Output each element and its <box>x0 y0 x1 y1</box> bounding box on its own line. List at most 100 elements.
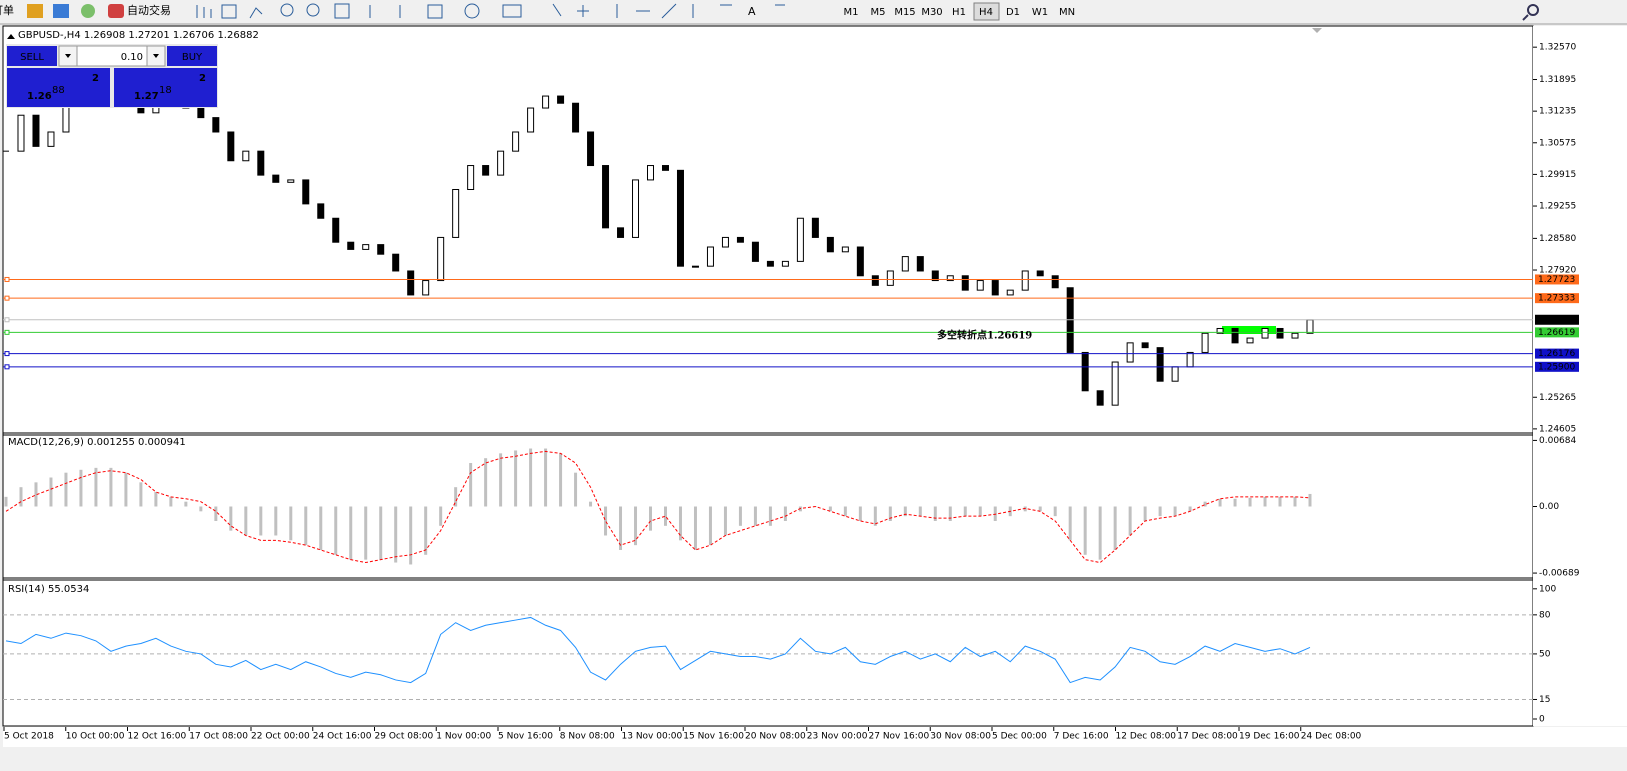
macd-bar <box>963 506 967 517</box>
buy-label[interactable]: BUY <box>182 52 203 63</box>
order-button[interactable]: 订单 <box>0 4 14 17</box>
macd-bar <box>1218 498 1222 507</box>
bid-big[interactable]: 1.26 <box>27 91 52 102</box>
bid-sup[interactable]: 2 <box>92 73 99 84</box>
icon[interactable] <box>334 3 350 19</box>
rsi-header: RSI(14) 55.0534 <box>8 584 89 595</box>
candle <box>317 203 325 219</box>
lot-arrow-icon <box>65 54 71 58</box>
level-label: 1.27723 <box>1538 275 1575 285</box>
chart-window <box>2 25 1534 727</box>
macd-bar <box>753 506 757 526</box>
text-tool[interactable]: A <box>748 5 756 18</box>
bid-box[interactable] <box>7 68 110 107</box>
annotation: 多空转折点1.26619 <box>937 329 1032 342</box>
candle <box>602 165 610 229</box>
candle <box>826 236 834 253</box>
macd-bar <box>1128 506 1132 536</box>
ask-sup[interactable]: 2 <box>199 73 206 84</box>
timeframe-button[interactable]: M15 <box>894 7 915 18</box>
candle <box>512 131 520 152</box>
timeframe-button[interactable]: M30 <box>921 7 942 18</box>
y-tick-label: 100 <box>1539 584 1556 594</box>
macd-bar <box>843 506 847 517</box>
candle <box>392 253 400 272</box>
candle <box>1126 342 1134 363</box>
x-tick-label: 5 Oct 2018 <box>4 732 54 742</box>
timeframe-button[interactable]: D1 <box>1006 7 1020 18</box>
candle <box>1186 351 1194 368</box>
icon[interactable] <box>552 3 785 19</box>
icon[interactable] <box>53 4 69 18</box>
timeframe-button[interactable]: W1 <box>1032 7 1048 18</box>
search-icon[interactable] <box>1522 14 1529 21</box>
ask-box[interactable] <box>114 68 217 107</box>
buy-button[interactable] <box>167 46 217 66</box>
bid-main[interactable]: 88 <box>52 85 65 96</box>
icon[interactable] <box>464 3 480 19</box>
candle <box>676 169 684 267</box>
x-tick-label: 19 Dec 16:00 <box>1239 732 1300 742</box>
macd-bar <box>619 506 623 550</box>
candle <box>197 107 205 119</box>
sell-label[interactable]: SELL <box>20 52 44 63</box>
ask-big[interactable]: 1.27 <box>134 91 159 102</box>
candle <box>736 236 744 243</box>
macd-bar <box>124 472 128 507</box>
candle <box>437 236 445 282</box>
candle <box>212 117 220 133</box>
macd-bar <box>304 506 308 546</box>
icon[interactable] <box>27 4 43 18</box>
macd-bar <box>1083 506 1087 555</box>
macd-bar <box>499 453 503 507</box>
auto-trade-icon[interactable] <box>108 4 124 18</box>
icon[interactable] <box>427 4 443 19</box>
icon[interactable] <box>502 4 522 18</box>
icon[interactable] <box>81 4 95 18</box>
candle <box>751 241 759 262</box>
macd-bar <box>439 506 443 526</box>
x-tick-label: 30 Nov 08:00 <box>930 732 991 742</box>
macd-bar <box>259 506 263 536</box>
search-icon[interactable] <box>1527 4 1539 16</box>
x-tick-label: 24 Dec 08:00 <box>1301 732 1362 742</box>
y-tick-label: 1.31235 <box>1539 107 1576 117</box>
level-label: 1.27333 <box>1538 294 1575 304</box>
macd-bar <box>918 506 922 517</box>
macd-bar <box>19 487 23 507</box>
icon[interactable] <box>280 3 294 17</box>
icon[interactable] <box>369 5 401 18</box>
candle <box>227 131 235 162</box>
auto-trade-button[interactable]: 自动交易 <box>127 3 171 17</box>
candle <box>1096 390 1104 406</box>
macd-bar <box>1098 506 1102 560</box>
lot-value[interactable]: 0.10 <box>121 52 143 63</box>
timeframe-button[interactable]: H1 <box>952 7 966 18</box>
timeframe-button[interactable]: M5 <box>871 7 886 18</box>
timeframe-button[interactable]: M1 <box>844 7 859 18</box>
timeframe-button[interactable]: H4 <box>979 7 993 18</box>
candle <box>362 244 370 250</box>
macd-bar <box>64 472 68 507</box>
icon[interactable] <box>306 3 320 17</box>
macd-bar <box>678 506 682 541</box>
timeframe-active[interactable] <box>973 2 1000 21</box>
macd-bar <box>1263 496 1267 507</box>
ask-main[interactable]: 18 <box>159 85 172 96</box>
candle <box>871 275 879 286</box>
macd-bar <box>424 506 428 555</box>
macd-bar <box>289 506 293 541</box>
shift-marker <box>1312 28 1322 33</box>
sell-button[interactable] <box>7 46 57 66</box>
macd-bar <box>1248 497 1252 507</box>
timeframe-button[interactable]: MN <box>1059 7 1075 18</box>
x-tick-label: 8 Nov 08:00 <box>560 732 615 742</box>
icon[interactable] <box>196 5 212 18</box>
macd-bar <box>1158 506 1162 517</box>
macd-bar <box>274 506 278 536</box>
candle <box>1156 347 1164 382</box>
icon[interactable] <box>221 4 237 19</box>
icon[interactable] <box>249 7 263 19</box>
macd-bar <box>379 506 383 560</box>
x-tick-label: 22 Oct 00:00 <box>251 732 310 742</box>
